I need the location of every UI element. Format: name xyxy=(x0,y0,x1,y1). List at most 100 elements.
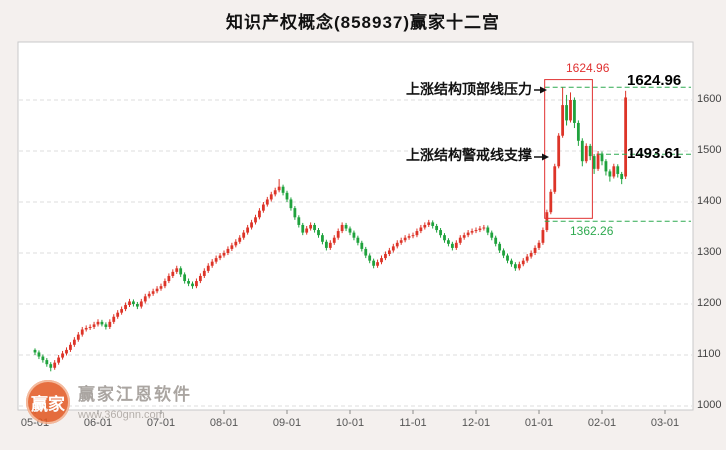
candle-body xyxy=(195,281,198,287)
plot-area xyxy=(17,41,694,411)
candle-body xyxy=(92,324,96,327)
candle-body xyxy=(588,145,592,157)
candle-body xyxy=(415,231,419,236)
candle-body xyxy=(352,232,356,238)
candle-body xyxy=(151,291,155,294)
support-price-label: 1493.61 xyxy=(627,145,682,162)
candle-body xyxy=(41,356,45,361)
candle-body xyxy=(529,253,533,257)
resistance-arrow-icon xyxy=(540,86,547,94)
candle-body xyxy=(143,296,147,302)
lower-band-label: 1362.26 xyxy=(570,224,614,238)
candle-body xyxy=(179,268,183,275)
candle-body xyxy=(466,232,470,236)
y-axis-label: 1500 xyxy=(697,144,722,156)
candle-body xyxy=(384,254,387,259)
candle-body xyxy=(297,217,301,225)
watermark-site: www.360gnn.com xyxy=(78,409,165,421)
candle-body xyxy=(510,260,513,265)
support-annotation-label: 上涨结构警戒线支撑 xyxy=(406,147,532,163)
candle-body xyxy=(517,264,521,269)
x-axis-label: 11-01 xyxy=(399,417,427,429)
candle-body xyxy=(80,329,84,335)
candle-body xyxy=(163,281,167,287)
candle-body xyxy=(285,192,289,200)
candle-body xyxy=(132,301,135,304)
candle-body xyxy=(265,199,269,205)
candle-body xyxy=(254,217,257,223)
candle-body xyxy=(222,253,226,256)
candle-body xyxy=(356,237,360,243)
candle-body xyxy=(171,271,175,276)
x-axis-label: 03-01 xyxy=(650,417,680,429)
candle-body xyxy=(462,235,466,238)
candle-body xyxy=(69,344,72,350)
candle-body xyxy=(407,236,411,238)
watermark: 赢家 赢家江恩软件 www.360gnn.com xyxy=(26,380,192,424)
candle-body xyxy=(423,224,427,228)
candle-body xyxy=(506,255,509,261)
candle-body xyxy=(33,349,37,353)
candle-body xyxy=(454,242,458,248)
candle-body xyxy=(364,248,368,256)
candle-body xyxy=(135,304,139,307)
candle-body xyxy=(234,241,238,246)
candle-body xyxy=(250,222,253,228)
candle-body xyxy=(576,122,580,141)
candle-body xyxy=(37,352,41,357)
candle-body xyxy=(198,275,202,282)
candle-body xyxy=(360,242,364,249)
candle-body xyxy=(620,173,624,180)
candle-body xyxy=(96,321,100,325)
candle-body xyxy=(187,281,190,284)
candle-body xyxy=(88,326,92,328)
candle-body xyxy=(521,260,525,265)
resistance-annotation-label: 上涨结构顶部线压力 xyxy=(406,81,532,97)
candle-body xyxy=(557,135,561,167)
candle-body xyxy=(391,246,395,251)
candle-body xyxy=(104,324,108,327)
candle-body xyxy=(45,360,49,365)
candle-body xyxy=(328,242,332,248)
candle-body xyxy=(120,309,124,313)
candle-body xyxy=(206,265,210,271)
candle-body xyxy=(175,268,179,272)
candle-body xyxy=(317,230,320,236)
candle-body xyxy=(305,228,309,233)
candle-body xyxy=(84,327,88,330)
winner-logo-icon: 赢家 xyxy=(26,380,70,424)
candle-body xyxy=(486,227,490,233)
candle-body xyxy=(525,256,529,261)
candle-body xyxy=(309,224,313,229)
candle-body xyxy=(573,100,576,123)
candle-body xyxy=(128,301,131,306)
x-axis-label: 07-01 xyxy=(146,417,176,429)
candle-body xyxy=(49,364,53,368)
candle-body xyxy=(372,260,376,266)
candle-body xyxy=(380,258,383,263)
candle-body xyxy=(596,153,600,169)
chart-title: 知识产权概念(858937)赢家十二宫 xyxy=(225,13,501,32)
candle-body xyxy=(210,261,214,266)
candle-body xyxy=(321,235,324,242)
winner-logo-text: 赢家 xyxy=(31,394,65,414)
candle-body xyxy=(108,321,112,327)
candle-body xyxy=(494,237,498,244)
candle-body xyxy=(474,230,478,232)
candle-body xyxy=(261,204,265,211)
candle-body xyxy=(411,235,415,237)
annotations-layer xyxy=(534,79,691,222)
candle-body xyxy=(470,231,474,233)
candle-body xyxy=(332,237,336,243)
candle-body xyxy=(301,224,305,233)
candle-body xyxy=(269,194,273,200)
candle-body xyxy=(344,224,348,229)
candle-body xyxy=(435,225,439,231)
candle-body xyxy=(289,199,293,209)
support-arrow-icon xyxy=(542,153,549,161)
candle-body xyxy=(281,186,285,193)
candle-body xyxy=(612,166,616,177)
candle-body xyxy=(561,105,565,136)
candle-body xyxy=(273,190,277,195)
